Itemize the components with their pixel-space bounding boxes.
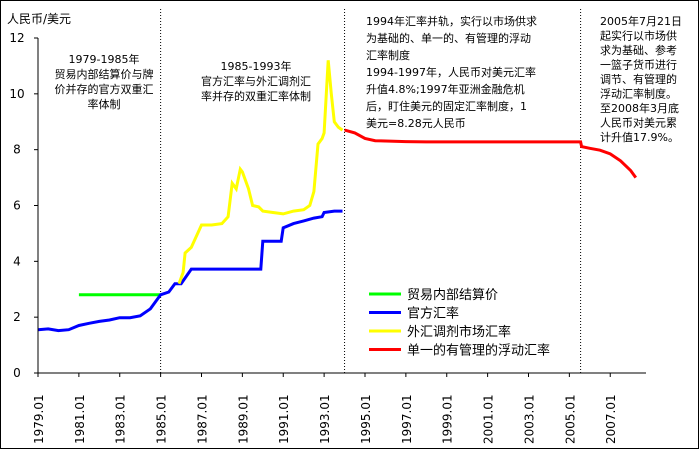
x-tick-label: 2007.01 bbox=[604, 394, 618, 444]
series-line bbox=[177, 60, 344, 285]
annotation-line: 升值4.8%;1997年亚洲金融危机 bbox=[366, 82, 525, 96]
annotation-line: 美元=8.28元人民币 bbox=[366, 117, 466, 130]
annotation-line: 至2008年3月底 bbox=[600, 101, 679, 115]
annotation-line: 一篮子货币进行 bbox=[600, 58, 677, 72]
annotation-2005-2008: 2005年7月21日起实行以市场供求为基础、参考一篮子货币进行调节、有管理的浮动… bbox=[600, 14, 682, 144]
annotation-line: 浮动汇率制度。 bbox=[600, 87, 677, 101]
annotation-line: 2005年7月21日 bbox=[600, 14, 682, 28]
annotation-line: 1979-1985年 bbox=[69, 52, 140, 66]
x-tick-label: 1991.01 bbox=[277, 394, 291, 444]
annotation-line: 计升值17.9%。 bbox=[600, 131, 679, 144]
y-axis-label: 人民币/美元 bbox=[7, 12, 71, 26]
y-tick-label: 4 bbox=[13, 254, 21, 268]
annotation-line: 调节、有管理的 bbox=[600, 72, 677, 86]
x-tick-label: 1997.01 bbox=[400, 394, 414, 444]
annotation-line: 人民币对美元累 bbox=[600, 116, 677, 130]
y-tick-label: 6 bbox=[13, 199, 21, 213]
x-tick-label: 1999.01 bbox=[441, 394, 455, 444]
annotation-line: 1994年汇率并轨，实行以市场供求 bbox=[366, 14, 537, 28]
annotation-line: 官方汇率与外汇调剂汇 bbox=[201, 74, 311, 88]
series-lines bbox=[37, 60, 638, 333]
legend-label: 贸易内部结算价 bbox=[407, 287, 498, 303]
x-tick-label: 1987.01 bbox=[195, 394, 209, 444]
annotation-line: 1994-1997年，人民币对美元汇率 bbox=[366, 65, 536, 79]
y-tick-label: 0 bbox=[13, 366, 21, 380]
annotation-line: 汇率制度 bbox=[366, 48, 410, 62]
annotation-line: 起实行以市场供 bbox=[600, 29, 677, 43]
annotation-line: 1985-1993年 bbox=[221, 59, 292, 73]
x-tick-label: 1985.01 bbox=[155, 394, 169, 444]
x-tick-label: 1995.01 bbox=[359, 394, 373, 444]
annotation-line: 求为基础、参考 bbox=[600, 43, 677, 57]
x-tick-label: 1983.01 bbox=[114, 394, 128, 444]
y-tick-label: 12 bbox=[9, 31, 24, 45]
annotation-line: 为基础的、单一的、有管理的浮动 bbox=[366, 31, 531, 45]
legend-label: 外汇调剂市场汇率 bbox=[407, 324, 511, 340]
x-tick-label: 1993.01 bbox=[318, 394, 332, 444]
y-tick-label: 10 bbox=[9, 87, 24, 101]
annotation-line: 贸易内部结算价与牌 bbox=[55, 67, 154, 81]
annotation-line: 率体制 bbox=[88, 97, 121, 111]
legend-label: 官方汇率 bbox=[407, 306, 459, 322]
annotation-line: 后，盯住美元的固定汇率制度，1 bbox=[366, 99, 527, 113]
x-tick-label: 1979.01 bbox=[32, 394, 46, 444]
annotation-line: 价并存的官方双重汇 bbox=[55, 82, 154, 96]
series-line bbox=[344, 128, 638, 179]
annotation-line: 率并存的双重汇率体制 bbox=[201, 89, 311, 103]
y-tick-label: 2 bbox=[13, 310, 21, 324]
x-ticks: 1979.01 1981.01 1983.01 1985.01 1987.01 1989.… bbox=[32, 373, 618, 444]
series-line bbox=[37, 209, 343, 333]
x-tick-label: 1989.01 bbox=[236, 394, 250, 444]
y-ticks: 0 2 4 6 8 10 12 bbox=[9, 31, 38, 380]
x-tick-label: 2001.01 bbox=[482, 394, 496, 444]
x-tick-label: 2005.01 bbox=[563, 394, 577, 444]
legend-label: 单一的有管理的浮动汇率 bbox=[407, 343, 550, 359]
x-tick-label: 1981.01 bbox=[73, 394, 87, 444]
x-tick-label: 2003.01 bbox=[522, 394, 536, 444]
y-tick-label: 8 bbox=[13, 143, 21, 157]
era-dividers bbox=[160, 9, 582, 373]
